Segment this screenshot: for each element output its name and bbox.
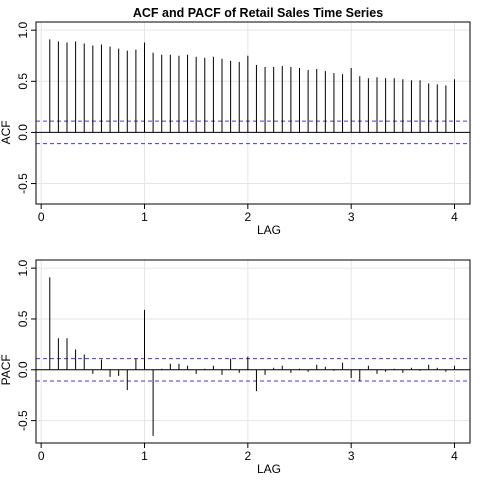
x-axis-label: LAG [257, 462, 281, 476]
y-tick-label: 1.0 [16, 259, 30, 276]
x-tick-label: 1 [141, 449, 148, 463]
x-tick-label: 2 [244, 210, 251, 224]
y-tick-label: 0.5 [16, 73, 30, 90]
plot-frame [35, 21, 471, 205]
plot-frame [35, 259, 471, 444]
x-tick-label: 2 [244, 449, 251, 463]
x-tick-label: 1 [141, 210, 148, 224]
x-tick-label: 3 [348, 210, 355, 224]
x-tick-label: 4 [451, 210, 458, 224]
y-axis-label: PACF [0, 354, 13, 385]
y-tick-label: 1.0 [16, 22, 30, 39]
pacf-panel: 0 1 2 3 4 -0.5 0.0 0.5 1.0 LAG PACF [0, 259, 471, 476]
y-tick-label: 0.5 [16, 310, 30, 327]
x-tick-label: 0 [38, 449, 45, 463]
chart-title: ACF and PACF of Retail Sales Time Series [133, 6, 383, 20]
x-tick-label: 3 [348, 449, 355, 463]
y-tick-label: 0.0 [16, 361, 30, 378]
y-tick-label: -0.5 [16, 173, 30, 194]
x-tick-label: 0 [38, 210, 45, 224]
y-tick-label: 0.0 [16, 124, 30, 141]
acf-panel: 0 1 2 3 4 -0.5 0.0 0.5 1.0 LAG ACF [0, 21, 471, 237]
y-tick-label: -0.5 [16, 410, 30, 431]
x-axis-label: LAG [257, 223, 281, 237]
x-tick-label: 4 [451, 449, 458, 463]
y-axis-label: ACF [0, 120, 13, 144]
